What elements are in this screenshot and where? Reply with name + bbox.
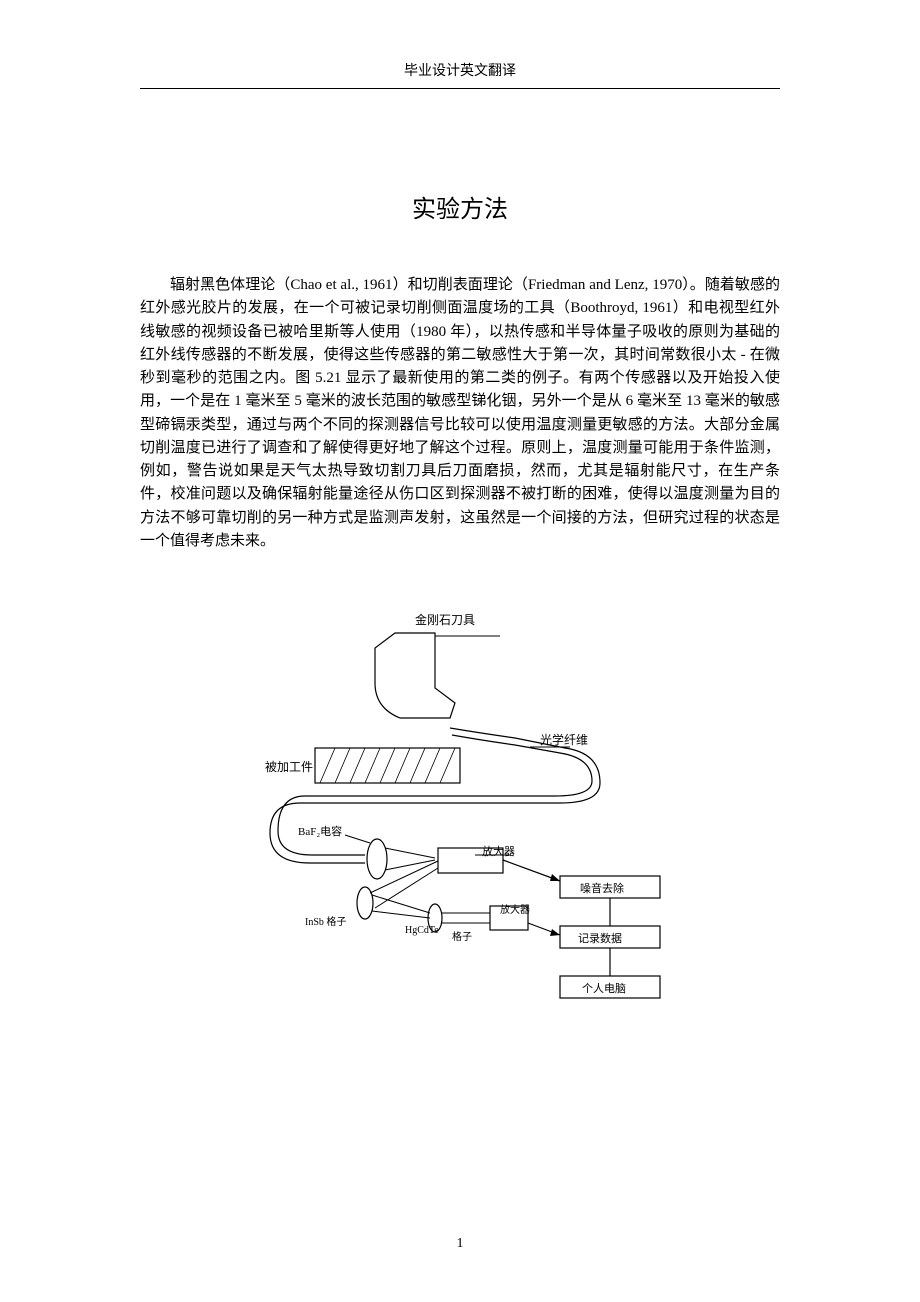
header-text: 毕业设计英文翻译 <box>140 60 780 80</box>
label-amplifier1: 放大器 <box>482 843 515 859</box>
label-hgcdte: HgCdTe <box>405 925 439 936</box>
hatch <box>425 748 440 783</box>
label-insb: InSb 格子 <box>305 913 346 928</box>
hatch <box>380 748 395 783</box>
hatch <box>320 748 335 783</box>
hatch <box>350 748 365 783</box>
page-title: 实验方法 <box>140 189 780 224</box>
diamond-tool-shape <box>375 633 455 718</box>
arrow-head <box>550 874 560 881</box>
label-workpiece: 被加工件 <box>265 758 313 775</box>
label-grid-sub: 格子 <box>452 928 472 943</box>
beam-line <box>375 868 438 908</box>
baf2-lens <box>367 839 387 879</box>
label-noise-removal: 噪音去除 <box>580 880 624 896</box>
page-number: 1 <box>457 1236 464 1252</box>
label-amplifier2: 放大器 <box>500 901 530 916</box>
label-baf2: BaF₂电容 <box>298 823 342 839</box>
arrow-head <box>550 929 560 936</box>
hatch <box>365 748 380 783</box>
beam-line <box>372 911 430 918</box>
hatch <box>335 748 350 783</box>
insb-lens <box>357 887 373 919</box>
header-underline <box>140 88 780 89</box>
beam-line <box>385 848 435 858</box>
diagram-svg <box>220 603 700 1023</box>
beam-line <box>385 860 435 870</box>
label-record-data: 记录数据 <box>578 930 622 946</box>
label-optical-fiber: 光学纤维 <box>540 731 588 748</box>
label-diamond-tool: 金刚石刀具 <box>415 611 475 628</box>
hatch <box>395 748 410 783</box>
diagram-container: 金刚石刀具 光学纤维 被加工件 BaF₂电容 放大器 噪音去除 InSb 格子 … <box>220 603 700 1023</box>
baf2-label-line <box>345 835 370 843</box>
body-paragraph: 辐射黑色体理论（Chao et al., 1961）和切削表面理论（Friedm… <box>140 274 780 553</box>
page-container: 毕业设计英文翻译 实验方法 辐射黑色体理论（Chao et al., 1961）… <box>0 0 920 1063</box>
hatch <box>440 748 455 783</box>
hatch <box>410 748 425 783</box>
label-pc: 个人电脑 <box>582 980 626 996</box>
